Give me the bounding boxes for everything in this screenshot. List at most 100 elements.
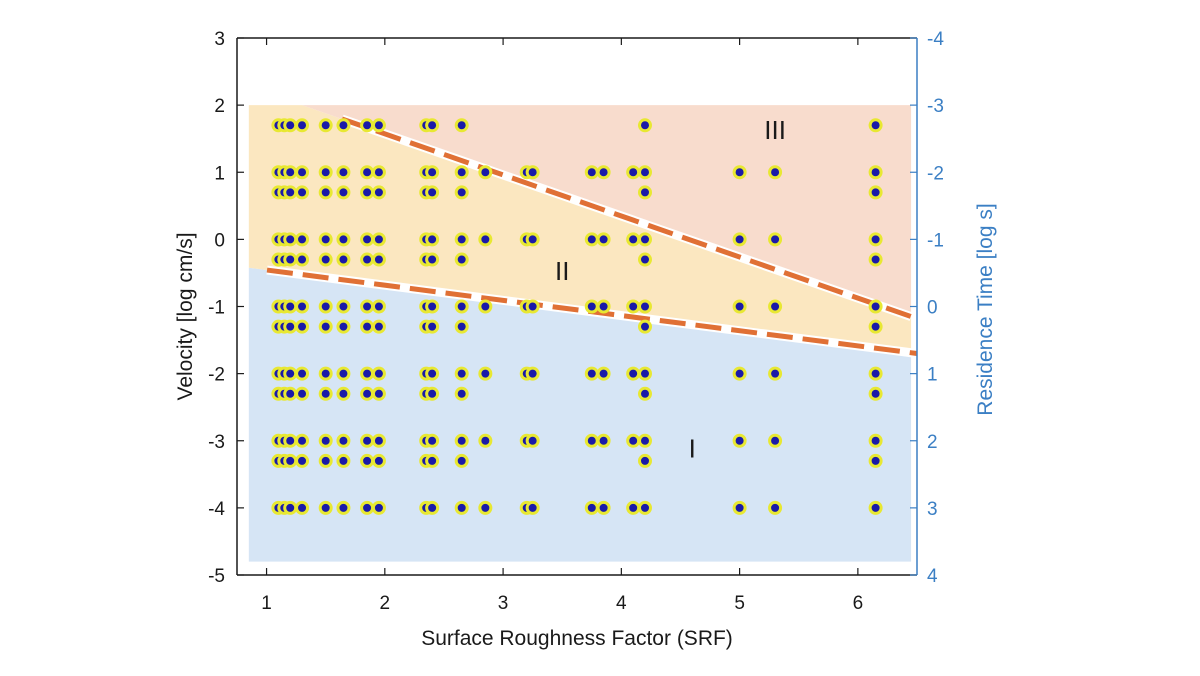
data-point	[295, 165, 310, 180]
data-point	[868, 500, 883, 515]
data-point	[295, 386, 310, 401]
data-point	[283, 299, 298, 314]
data-point	[295, 185, 310, 200]
data-point	[868, 165, 883, 180]
region-label-1: I	[689, 434, 696, 464]
data-point	[768, 232, 783, 247]
y2-tick-label: 3	[927, 499, 938, 520]
data-point	[868, 252, 883, 267]
data-point	[295, 252, 310, 267]
data-point	[336, 299, 351, 314]
data-point	[425, 299, 440, 314]
data-point	[371, 232, 386, 247]
data-point	[478, 433, 493, 448]
data-point	[360, 252, 375, 267]
data-point	[732, 232, 747, 247]
data-point	[626, 433, 641, 448]
data-point	[584, 500, 599, 515]
data-point	[638, 500, 652, 515]
data-point	[318, 252, 333, 267]
data-point	[336, 319, 351, 334]
data-point	[478, 299, 493, 314]
data-point	[336, 433, 351, 448]
data-point	[868, 185, 883, 200]
data-point	[371, 299, 386, 314]
data-point	[868, 433, 883, 448]
data-point	[454, 118, 469, 133]
data-point	[638, 165, 652, 180]
data-point	[336, 118, 351, 133]
data-point	[596, 500, 611, 515]
data-point	[596, 366, 611, 381]
data-point	[425, 252, 440, 267]
region-fill-ii	[248, 105, 912, 353]
data-point	[638, 252, 652, 267]
x-tick-label: 4	[616, 593, 627, 614]
data-point	[283, 252, 298, 267]
data-point	[318, 232, 333, 247]
data-point	[318, 165, 333, 180]
data-point	[454, 232, 469, 247]
data-point	[425, 500, 440, 515]
data-point	[596, 232, 611, 247]
data-point	[425, 118, 440, 133]
data-point	[638, 185, 652, 200]
data-point	[638, 366, 652, 381]
data-point	[336, 500, 351, 515]
y-tick-label: -2	[208, 365, 225, 386]
data-point	[584, 232, 599, 247]
data-point	[638, 299, 652, 314]
data-point	[360, 299, 375, 314]
data-point	[318, 386, 333, 401]
data-point	[768, 433, 783, 448]
data-point	[732, 500, 747, 515]
data-point	[626, 165, 641, 180]
data-point	[360, 500, 375, 515]
y-tick-label: 2	[214, 96, 225, 117]
data-point	[371, 500, 386, 515]
data-point	[336, 366, 351, 381]
data-point	[478, 232, 493, 247]
data-point	[596, 433, 611, 448]
data-point	[336, 185, 351, 200]
data-point	[425, 165, 440, 180]
data-point	[525, 500, 540, 515]
data-point	[868, 118, 883, 133]
y2-axis-title: Residence Time [log s]	[974, 203, 997, 415]
data-point	[478, 500, 493, 515]
data-point	[638, 118, 652, 133]
data-point	[732, 366, 747, 381]
y-tick-label: 1	[214, 163, 225, 184]
y-tick-label: -3	[208, 432, 225, 453]
data-point	[336, 252, 351, 267]
region-fill-i	[248, 267, 912, 562]
data-point	[360, 386, 375, 401]
data-point	[318, 433, 333, 448]
data-point	[318, 118, 333, 133]
data-point	[626, 299, 641, 314]
data-point	[283, 500, 298, 515]
data-point	[454, 453, 469, 468]
data-point	[425, 433, 440, 448]
y2-tick-label: 1	[927, 365, 938, 386]
data-point	[638, 433, 652, 448]
data-point	[283, 232, 298, 247]
data-point	[638, 386, 652, 401]
data-point	[454, 299, 469, 314]
data-point	[768, 299, 783, 314]
data-point	[371, 252, 386, 267]
data-point	[318, 366, 333, 381]
data-point	[371, 118, 386, 133]
data-point	[868, 299, 883, 314]
data-point	[371, 185, 386, 200]
data-point	[336, 165, 351, 180]
data-point	[584, 366, 599, 381]
data-point	[425, 386, 440, 401]
data-point	[454, 252, 469, 267]
data-point	[360, 118, 375, 133]
data-point	[768, 165, 783, 180]
data-point	[283, 453, 298, 468]
data-point	[868, 366, 883, 381]
